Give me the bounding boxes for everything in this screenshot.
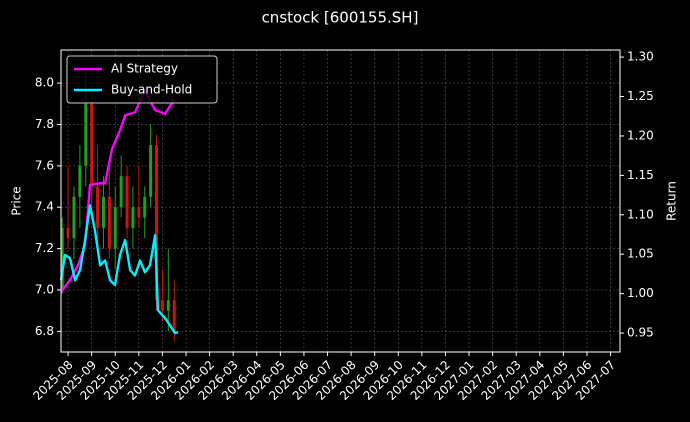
legend-label: Buy-and-Hold <box>111 83 192 97</box>
candle-body <box>155 145 159 301</box>
y-tick-label: 7.8 <box>35 117 54 131</box>
y2-tick-label: 1.00 <box>627 286 654 300</box>
legend-label: AI Strategy <box>111 62 178 76</box>
y-tick-label: 6.8 <box>35 324 54 338</box>
legend-box <box>66 55 218 104</box>
candle-body <box>149 145 153 197</box>
y-tick-label: 7.2 <box>35 241 54 255</box>
y2-tick-label: 1.30 <box>627 50 654 64</box>
candle-body <box>90 103 94 187</box>
candle-body <box>84 103 88 166</box>
y2-tick-label: 1.10 <box>627 207 654 221</box>
y-tick-label: 7.4 <box>35 200 54 214</box>
y2-tick-label: 0.95 <box>627 326 654 340</box>
candle-body <box>101 196 105 228</box>
candle-body <box>143 196 147 218</box>
candle-body <box>119 176 123 208</box>
candle-body <box>107 196 111 249</box>
y2-tick-label: 1.20 <box>627 128 654 142</box>
y2-tick-label: 1.25 <box>627 89 654 103</box>
y-axis-label: Price <box>10 186 24 215</box>
y2-axis-label: Return <box>665 181 679 221</box>
candle-body <box>72 196 76 239</box>
chart-title: cnstock [600155.SH] <box>262 9 419 27</box>
y-tick-label: 8.0 <box>35 76 54 90</box>
candle-body <box>172 300 176 332</box>
candle-body <box>113 207 117 249</box>
candle-body <box>66 227 70 239</box>
candle-body <box>166 300 170 311</box>
plot-frame <box>60 49 621 353</box>
y2-tick-label: 1.05 <box>627 247 654 261</box>
candle-body <box>160 300 164 311</box>
candle-body <box>78 165 82 197</box>
candle-body <box>125 176 129 228</box>
candle-body <box>137 207 141 218</box>
candle-body <box>96 186 100 228</box>
candle-body <box>60 227 64 290</box>
y-tick-label: 7.0 <box>35 282 54 296</box>
candle-body <box>131 207 135 228</box>
y2-tick-label: 1.15 <box>627 168 654 182</box>
line-series <box>59 204 179 335</box>
y-tick-label: 7.6 <box>35 158 54 172</box>
